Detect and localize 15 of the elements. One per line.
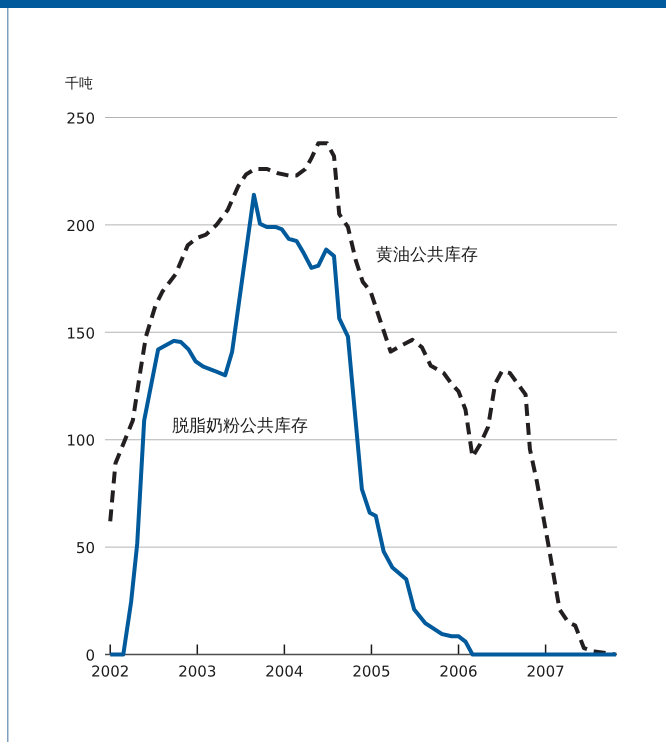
x-tick-label: 2004 (265, 662, 304, 680)
x-tick-label: 2007 (526, 662, 565, 680)
y-axis-title: 千吨 (65, 76, 93, 92)
x-tick-label: 2003 (178, 662, 216, 680)
y-tick-label: 250 (66, 110, 95, 128)
x-tick-label: 2006 (439, 662, 478, 680)
y-tick-label: 150 (66, 324, 95, 342)
y-tick-label: 0 (85, 646, 95, 664)
x-tick-label: 2005 (352, 662, 391, 680)
series-label: 黄油公共库存 (376, 245, 478, 265)
y-tick-label: 200 (66, 216, 95, 235)
y-tick-label: 100 (66, 432, 95, 450)
series-label: 脱脂奶粉公共库存 (172, 416, 308, 436)
x-tick-label: 2002 (91, 662, 130, 680)
y-tick-label: 50 (76, 539, 95, 558)
